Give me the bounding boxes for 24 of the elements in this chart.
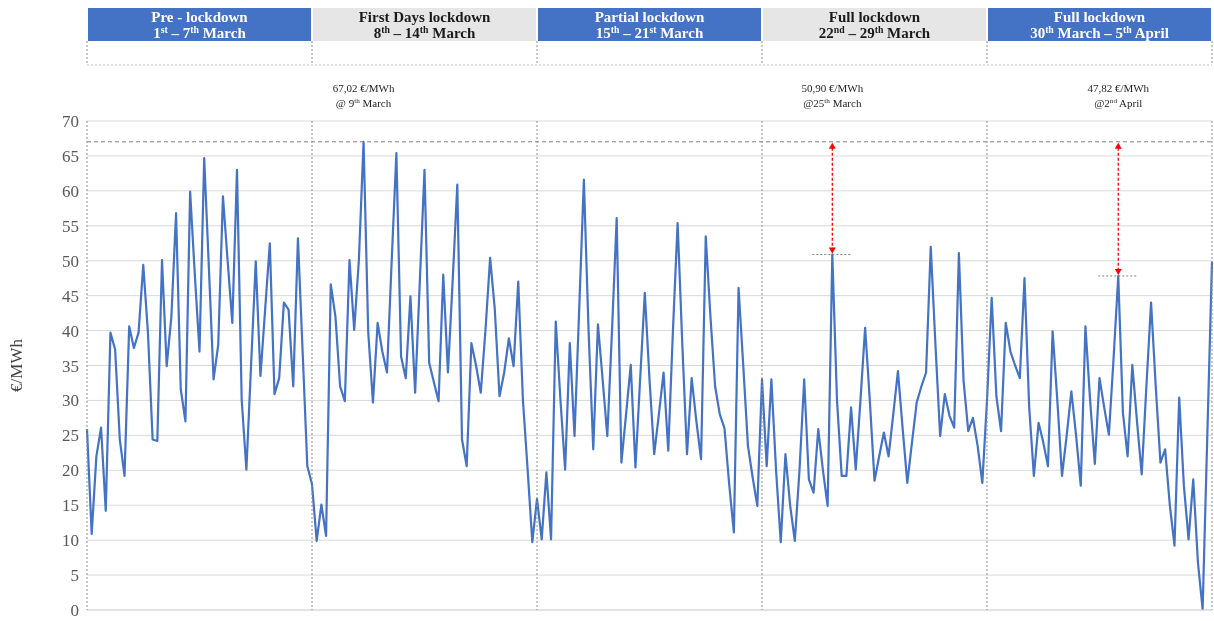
text: 47,82 €/MWh @2$^{nd}$ April [1087, 82, 1150, 109]
text: Pre - lockdown 1$^{st}$ – 7$^{th}$ March [151, 9, 249, 41]
text: Full lockdown 30$^{th}$ March – 5$^{th}$ April [1030, 9, 1169, 41]
y-tick-label: 15 [62, 496, 79, 516]
y-tick-label: 50 [62, 251, 79, 271]
y-tick-label: 45 [62, 286, 79, 306]
text: First Days lockdown 8$^{th}$ – 14$^{th}$ March [358, 9, 491, 41]
y-tick-label: 65 [62, 146, 79, 166]
text: 67,02 €/MWh @ 9$^{th}$ March [332, 82, 395, 109]
y-tick-label: 20 [62, 461, 79, 481]
text: Full lockdown 22$^{nd}$ – 29$^{th}$ March [818, 9, 931, 41]
y-tick-label: 35 [62, 356, 79, 376]
y-tick-label: 70 [62, 112, 79, 132]
y-tick-label: 10 [62, 531, 79, 551]
y-tick-label: 5 [70, 566, 79, 586]
y-tick-label: 0 [70, 601, 79, 621]
y-tick-label: 25 [62, 426, 79, 446]
text: Partial lockdown 15$^{th}$ – 21$^{st}$ March [594, 9, 705, 41]
y-tick-label: 40 [62, 321, 79, 341]
y-axis-title: €/MWh [7, 338, 27, 392]
text: 50,90 €/MWh @25$^{th}$ March [801, 82, 864, 109]
y-tick-label: 55 [62, 216, 79, 236]
y-tick-label: 30 [62, 391, 79, 411]
y-tick-label: 60 [62, 181, 79, 201]
